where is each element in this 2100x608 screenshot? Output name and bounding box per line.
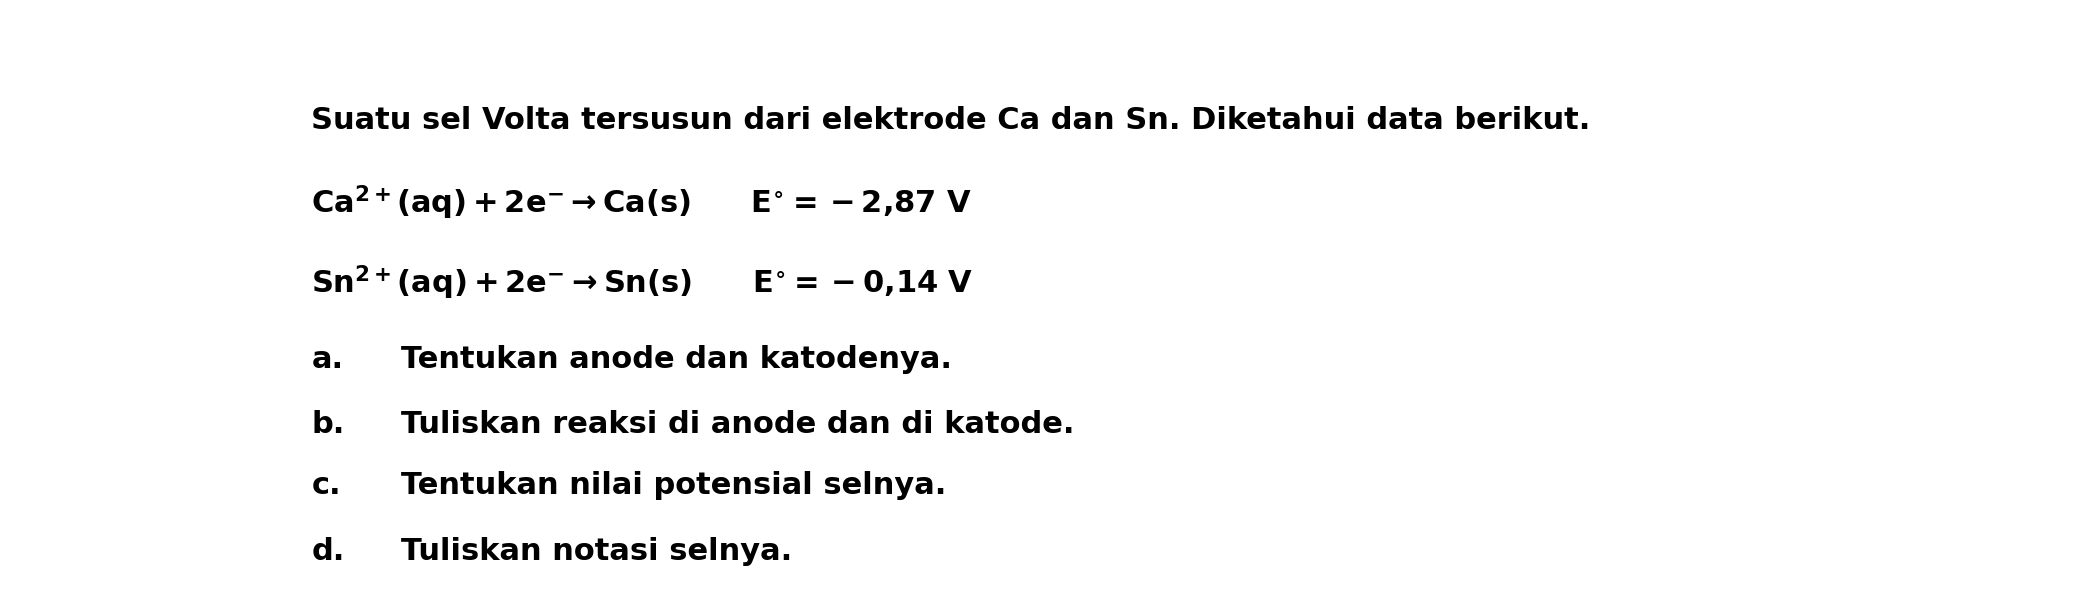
Text: Tuliskan notasi selnya.: Tuliskan notasi selnya.	[401, 537, 792, 566]
Text: b.: b.	[311, 410, 344, 440]
Text: Suatu sel Volta tersusun dari elektrode Ca dan Sn. Diketahui data berikut.: Suatu sel Volta tersusun dari elektrode …	[311, 106, 1590, 135]
Text: Tuliskan reaksi di anode dan di katode.: Tuliskan reaksi di anode dan di katode.	[401, 410, 1075, 440]
Text: Tentukan anode dan katodenya.: Tentukan anode dan katodenya.	[401, 345, 951, 374]
Text: $\mathbf{Sn^{2+}(}$$\mathit{\mathbf{aq}}$$\mathbf{) + 2}$$\mathit{\mathbf{e}}$$\: $\mathbf{Sn^{2+}(}$$\mathit{\mathbf{aq}}…	[311, 263, 972, 302]
Text: a.: a.	[311, 345, 344, 374]
Text: c.: c.	[311, 471, 340, 500]
Text: Tentukan nilai potensial selnya.: Tentukan nilai potensial selnya.	[401, 471, 947, 500]
Text: d.: d.	[311, 537, 344, 566]
Text: $\mathbf{Ca^{2+}(}$$\mathit{\mathbf{aq}}$$\mathbf{) + 2}$$\mathit{\mathbf{e}}$$\: $\mathbf{Ca^{2+}(}$$\mathit{\mathbf{aq}}…	[311, 184, 972, 222]
